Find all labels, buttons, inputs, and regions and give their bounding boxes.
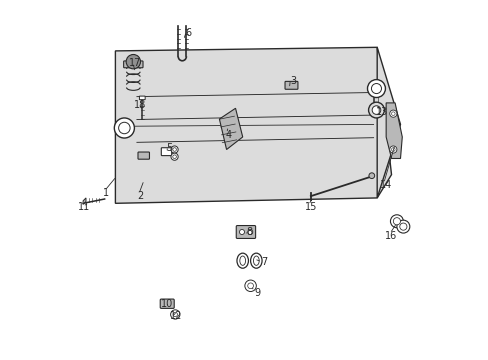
Circle shape (247, 283, 253, 289)
Circle shape (172, 155, 176, 158)
Text: 15: 15 (304, 202, 316, 212)
Ellipse shape (253, 256, 259, 265)
Circle shape (391, 148, 394, 151)
Text: 5: 5 (166, 143, 172, 153)
Circle shape (399, 223, 406, 230)
Text: 6: 6 (185, 28, 192, 38)
Polygon shape (115, 47, 391, 203)
FancyBboxPatch shape (123, 61, 142, 68)
Circle shape (396, 220, 409, 233)
Text: 12: 12 (170, 311, 182, 321)
FancyBboxPatch shape (160, 299, 174, 309)
Ellipse shape (250, 253, 262, 268)
Circle shape (367, 80, 385, 98)
Circle shape (172, 148, 176, 151)
Text: 1: 1 (103, 188, 109, 198)
Polygon shape (219, 108, 242, 149)
Circle shape (389, 215, 403, 228)
Text: 16: 16 (385, 231, 397, 240)
Circle shape (171, 146, 178, 153)
Text: 8: 8 (246, 227, 252, 237)
Circle shape (389, 110, 396, 117)
Circle shape (368, 173, 374, 179)
Text: 14: 14 (379, 180, 391, 190)
Circle shape (171, 153, 178, 160)
Text: 13: 13 (376, 107, 388, 117)
Polygon shape (83, 198, 86, 204)
Text: 9: 9 (253, 288, 260, 298)
Ellipse shape (239, 256, 245, 265)
Text: 3: 3 (289, 76, 295, 86)
Circle shape (239, 229, 244, 234)
Circle shape (244, 280, 256, 292)
Circle shape (173, 312, 177, 317)
Polygon shape (376, 47, 400, 198)
Circle shape (170, 310, 180, 319)
Circle shape (389, 146, 396, 153)
FancyBboxPatch shape (138, 152, 149, 159)
FancyBboxPatch shape (285, 81, 297, 89)
FancyBboxPatch shape (236, 226, 255, 238)
Circle shape (392, 218, 400, 225)
Text: 17: 17 (129, 58, 141, 68)
Circle shape (371, 106, 380, 114)
Polygon shape (386, 103, 402, 158)
Text: 4: 4 (225, 130, 231, 140)
Circle shape (119, 122, 130, 134)
Circle shape (391, 112, 394, 116)
FancyBboxPatch shape (161, 148, 171, 156)
Ellipse shape (237, 253, 248, 268)
Circle shape (114, 118, 134, 138)
Text: 18: 18 (134, 100, 146, 110)
Circle shape (371, 84, 381, 94)
Text: 7: 7 (261, 257, 267, 267)
Circle shape (368, 102, 384, 118)
FancyBboxPatch shape (139, 96, 145, 100)
Circle shape (247, 229, 252, 234)
Circle shape (126, 54, 140, 69)
Text: 11: 11 (78, 202, 90, 212)
Text: 2: 2 (137, 191, 143, 201)
Text: 10: 10 (161, 299, 173, 309)
